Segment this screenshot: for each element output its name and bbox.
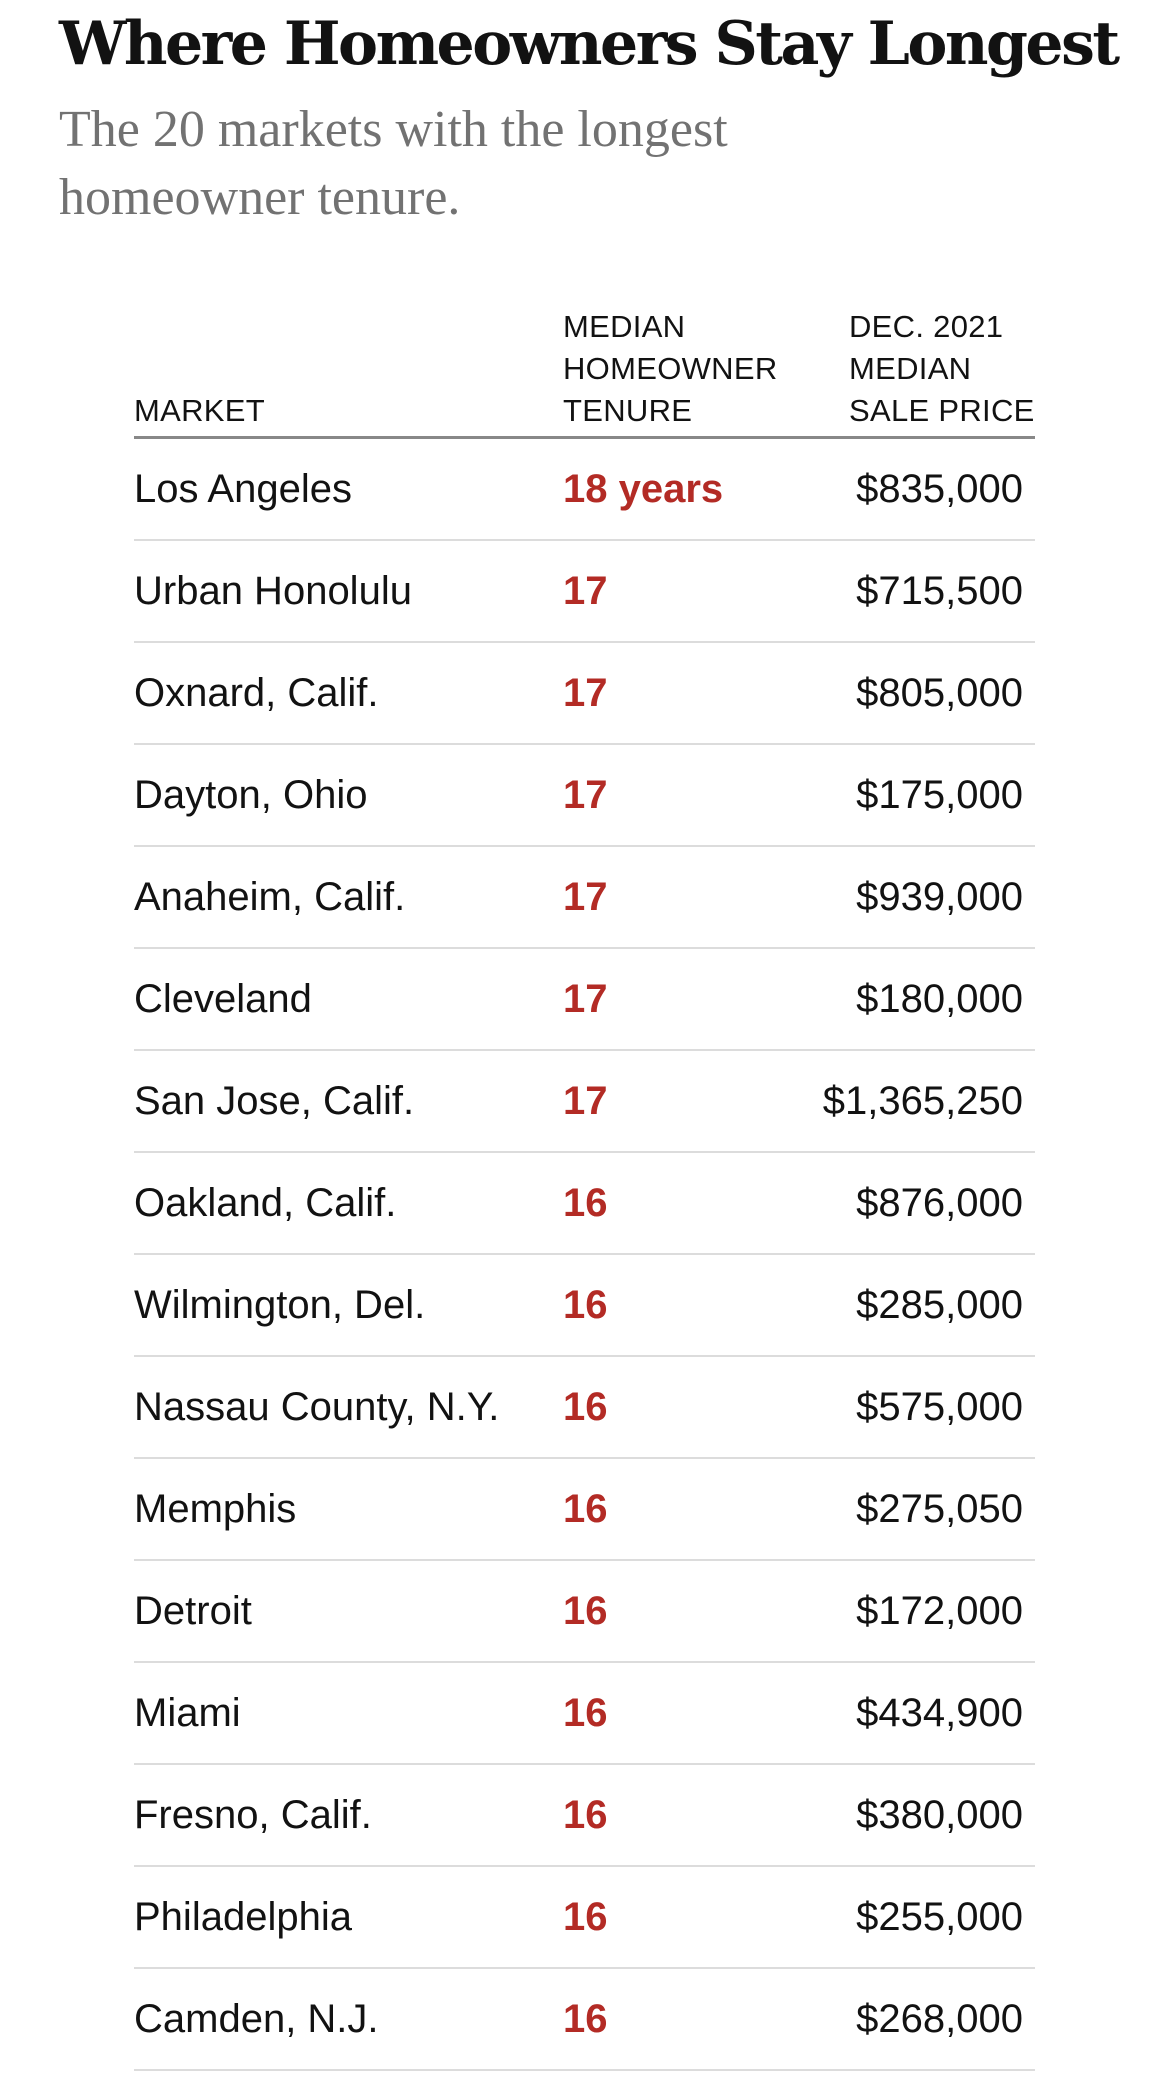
table-row: Cleveland 17 $180,000 (134, 949, 1035, 1051)
table-row: Memphis 16 $275,050 (134, 1459, 1035, 1561)
price-cell: $876,000 (856, 1181, 1023, 1225)
market-table: MARKET MEDIAN HOMEOWNER TENURE DEC. 2021… (134, 302, 1035, 2071)
table-row: Oxnard, Calif. 17 $805,000 (134, 643, 1035, 745)
price-cell: $180,000 (856, 977, 1023, 1021)
market-cell: Wilmington, Del. (134, 1283, 426, 1327)
table-header: MARKET MEDIAN HOMEOWNER TENURE DEC. 2021… (134, 302, 1035, 439)
table-row: Camden, N.J. 16 $268,000 (134, 1969, 1035, 2071)
market-cell: Anaheim, Calif. (134, 875, 406, 919)
market-cell: Cleveland (134, 977, 312, 1021)
column-header-market: MARKET (134, 393, 265, 428)
tenure-cell: 16 (563, 1997, 608, 2041)
tenure-cell: 17 (563, 1079, 608, 1123)
price-cell: $255,000 (856, 1895, 1023, 1939)
market-cell: Los Angeles (134, 467, 352, 511)
price-cell: $939,000 (856, 875, 1023, 919)
price-cell: $835,000 (856, 467, 1023, 511)
tenure-cell: 17 (563, 977, 608, 1021)
market-cell: Miami (134, 1691, 241, 1735)
table-row: Los Angeles 18 years $835,000 (134, 439, 1035, 541)
price-cell: $268,000 (856, 1997, 1023, 2041)
table-row: Dayton, Ohio 17 $175,000 (134, 745, 1035, 847)
table-body: Los Angeles 18 years $835,000 Urban Honolul… (134, 439, 1035, 2071)
market-cell: Dayton, Ohio (134, 773, 368, 817)
market-cell: Detroit (134, 1589, 252, 1633)
table-row: Anaheim, Calif. 17 $939,000 (134, 847, 1035, 949)
table-row: San Jose, Calif. 17 $1,365,250 (134, 1051, 1035, 1153)
tenure-cell: 16 (563, 1895, 608, 1939)
tenure-cell: 16 (563, 1487, 608, 1531)
price-cell: $172,000 (856, 1589, 1023, 1633)
market-cell: San Jose, Calif. (134, 1079, 415, 1123)
tenure-cell: 16 (563, 1385, 608, 1429)
table-row: Nassau County, N.Y. 16 $575,000 (134, 1357, 1035, 1459)
table-row: Oakland, Calif. 16 $876,000 (134, 1153, 1035, 1255)
tenure-cell: 16 (563, 1691, 608, 1735)
market-cell: Camden, N.J. (134, 1997, 379, 2041)
table-row: Detroit 16 $172,000 (134, 1561, 1035, 1663)
market-cell: Nassau County, N.Y. (134, 1385, 500, 1429)
column-header-tenure: MEDIAN HOMEOWNER TENURE (563, 309, 778, 428)
table-row: Miami 16 $434,900 (134, 1663, 1035, 1765)
tenure-cell: 17 (563, 569, 608, 613)
tenure-cell: 16 (563, 1283, 608, 1327)
price-cell: $380,000 (856, 1793, 1023, 1837)
table-row: Urban Honolulu 17 $715,500 (134, 541, 1035, 643)
table-row: Philadelphia 16 $255,000 (134, 1867, 1035, 1969)
tenure-cell: 16 (563, 1589, 608, 1633)
market-cell: Urban Honolulu (134, 569, 412, 613)
market-cell: Memphis (134, 1487, 297, 1531)
price-cell: $275,050 (856, 1487, 1023, 1531)
tenure-cell: 17 (563, 875, 608, 919)
market-cell: Philadelphia (134, 1895, 352, 1939)
price-cell: $715,500 (856, 569, 1023, 613)
tenure-cell: 17 (563, 773, 608, 817)
price-cell: $805,000 (856, 671, 1023, 715)
tenure-cell: 16 (563, 1793, 608, 1837)
price-cell: $1,365,250 (822, 1079, 1023, 1123)
tenure-cell: 16 (563, 1181, 608, 1225)
market-cell: Oakland, Calif. (134, 1181, 397, 1225)
column-header-price: DEC. 2021 MEDIAN SALE PRICE (849, 309, 1035, 428)
tenure-cell: 18 years (563, 467, 724, 511)
chart-subtitle: The 20 markets with the longest homeowne… (59, 101, 728, 226)
table-row: Wilmington, Del. 16 $285,000 (134, 1255, 1035, 1357)
tenure-cell: 17 (563, 671, 608, 715)
market-cell: Oxnard, Calif. (134, 671, 379, 715)
market-cell: Fresno, Calif. (134, 1793, 372, 1837)
table-row: Fresno, Calif. 16 $380,000 (134, 1765, 1035, 1867)
price-cell: $175,000 (856, 773, 1023, 817)
chart-title: Where Homeowners Stay Longest (59, 9, 1120, 79)
price-cell: $575,000 (856, 1385, 1023, 1429)
price-cell: $434,900 (856, 1691, 1023, 1735)
price-cell: $285,000 (856, 1283, 1023, 1327)
